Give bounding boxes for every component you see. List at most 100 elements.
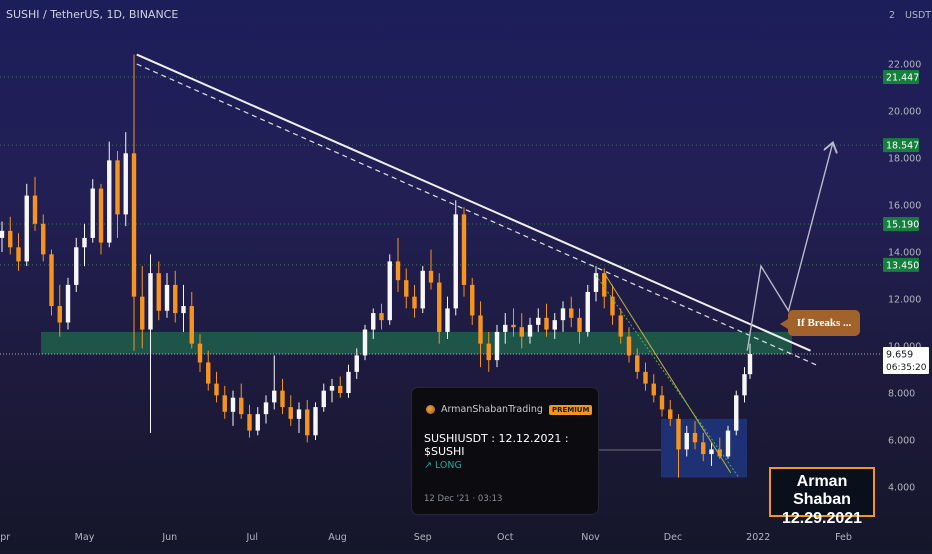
- candle: [676, 414, 681, 478]
- candle-body: [643, 371, 648, 384]
- candle-body: [313, 407, 318, 436]
- candle: [445, 296, 450, 339]
- candle: [263, 395, 269, 424]
- candle: [255, 407, 260, 436]
- candle: [74, 237, 79, 292]
- x-tick-label: May: [75, 532, 95, 543]
- candle: [569, 296, 574, 328]
- candle-body: [296, 409, 302, 419]
- candle-body: [734, 395, 739, 431]
- candle: [107, 141, 112, 248]
- candle: [329, 378, 335, 403]
- candle: [511, 308, 516, 337]
- candle-body: [536, 317, 541, 325]
- candle: [230, 390, 236, 426]
- candle-body: [379, 313, 384, 321]
- candle: [602, 268, 607, 309]
- candle: [346, 364, 351, 398]
- candle: [643, 362, 648, 391]
- candle: [577, 308, 582, 344]
- candle-body: [98, 188, 104, 243]
- level-badge-bg: [883, 138, 919, 153]
- candle: [305, 400, 310, 443]
- candle-body: [511, 324, 516, 328]
- signature-box: Arman Shaban 12.29.2021: [769, 467, 875, 527]
- idea-author[interactable]: ArmanShabanTrading: [441, 404, 543, 415]
- candle: [395, 237, 401, 292]
- candle-body: [16, 247, 21, 262]
- candle-body: [272, 390, 277, 403]
- candle: [519, 313, 524, 349]
- candle-body: [222, 395, 227, 412]
- candle: [197, 334, 203, 372]
- candle: [41, 214, 46, 262]
- candle: [140, 266, 145, 349]
- candle: [453, 200, 458, 316]
- candle-body: [668, 409, 673, 419]
- candle-body: [709, 449, 714, 455]
- candle-body: [569, 308, 574, 318]
- level-badge-text: 15.190: [886, 220, 919, 231]
- level-badge-bg: [883, 257, 919, 272]
- candle-body: [148, 273, 153, 330]
- y-tick-label: 6.000: [888, 436, 915, 447]
- candle: [321, 383, 326, 412]
- level-badge: 21.447: [883, 69, 919, 84]
- candle-body: [395, 261, 401, 281]
- candle: [544, 303, 549, 337]
- candle: [747, 343, 753, 379]
- candle-body: [717, 449, 722, 457]
- y-tick-label: 8.000: [888, 389, 915, 400]
- candle: [593, 266, 599, 302]
- candle: [296, 402, 302, 433]
- y-tick-label: 4.000: [888, 483, 915, 494]
- candle: [379, 303, 384, 330]
- candle-body: [486, 343, 491, 361]
- candle: [123, 132, 128, 227]
- candle: [338, 376, 343, 398]
- x-tick-label: Jul: [246, 532, 258, 543]
- level-badge-text: 21.447: [886, 72, 919, 83]
- candle-body: [412, 296, 417, 309]
- x-tick-label: Aug: [328, 532, 347, 543]
- candle-body: [676, 418, 681, 450]
- candle: [709, 442, 714, 466]
- idea-title[interactable]: SUSHIUSDT : 12.12.2021 : $SUSHI: [424, 432, 569, 458]
- projection-arrow: [746, 144, 832, 351]
- candle-body: [585, 291, 590, 332]
- candle-body: [0, 230, 5, 238]
- candle: [536, 308, 541, 332]
- x-tick-label: Nov: [581, 532, 600, 543]
- candle: [173, 270, 178, 323]
- candle: [181, 284, 186, 332]
- candle: [428, 249, 434, 290]
- x-tick-label: Feb: [835, 532, 852, 543]
- candle-body: [742, 374, 747, 396]
- candle: [387, 254, 392, 325]
- candle: [214, 371, 219, 403]
- candle-body: [181, 306, 186, 314]
- candle-body: [387, 261, 392, 321]
- y-tick-label: 14.000: [888, 248, 921, 259]
- candle: [420, 266, 425, 314]
- candle-body: [494, 331, 500, 361]
- candle-body: [239, 397, 244, 415]
- author-avatar-icon: [426, 405, 435, 414]
- countdown-text: 06:35:20: [886, 363, 927, 373]
- candle: [247, 404, 252, 438]
- signature-date: 12.29.2021: [781, 510, 863, 527]
- idea-card[interactable]: ArmanShabanTrading PREMIUM SUSHIUSDT : 1…: [412, 388, 598, 514]
- candle-body: [214, 383, 219, 396]
- candle: [503, 313, 508, 344]
- candle-body: [692, 432, 698, 443]
- y-tick-label: 18.000: [888, 154, 921, 165]
- candle: [610, 284, 615, 325]
- candle: [82, 223, 87, 267]
- axis-currency-label: USDT: [905, 10, 931, 21]
- candle-body: [263, 402, 269, 415]
- candle-body: [32, 195, 38, 224]
- candle: [725, 425, 731, 459]
- candle: [90, 179, 95, 243]
- wedge-line-upper: [603, 272, 732, 474]
